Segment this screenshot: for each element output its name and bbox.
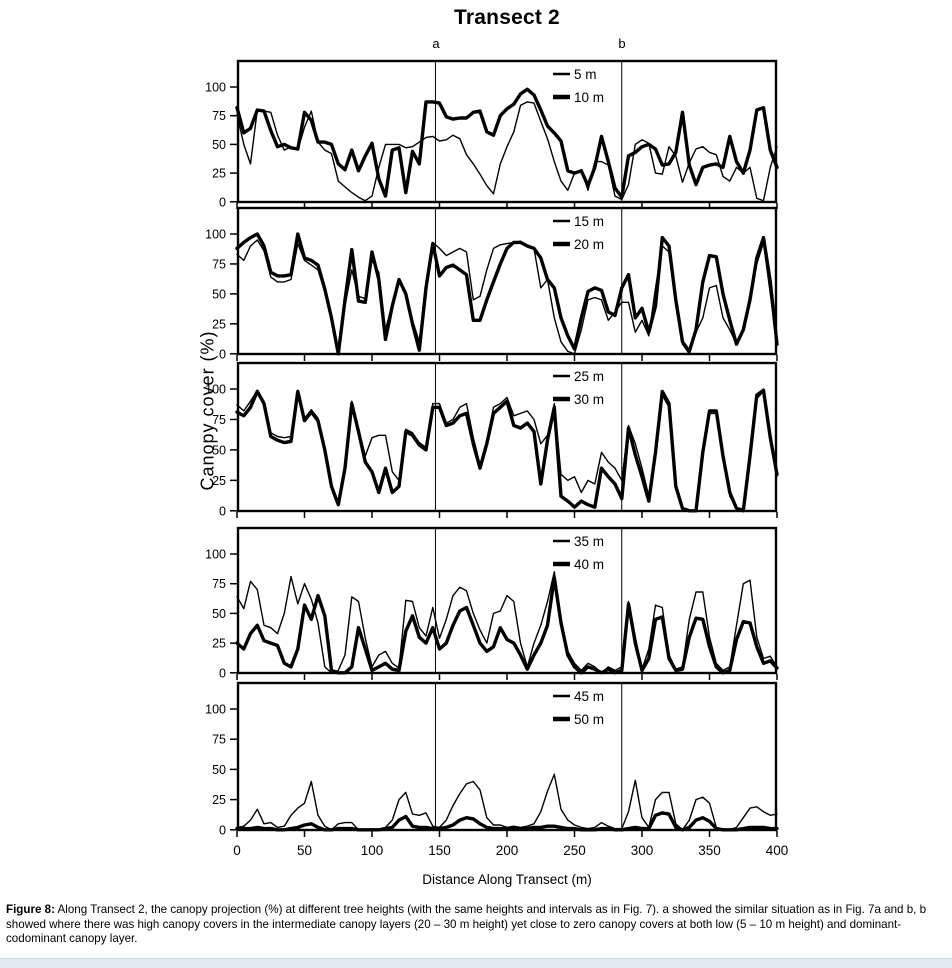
chart-panels-area: 0 25 50 75 100 5 m 10 m 0 25 50 75 100 15 m 20 m 0 25 50… — [205, 0, 788, 858]
y-tick-label: 50 — [212, 763, 226, 777]
legend-label-25m: 25 m — [574, 369, 604, 384]
canopy-panel-3: 0 25 50 75 100 25 m 30 m — [205, 361, 779, 518]
series-line-5m — [236, 101, 778, 202]
series-line-10m — [235, 87, 779, 199]
y-tick-label: 75 — [212, 733, 226, 747]
marker-label-a: a — [432, 36, 440, 51]
figure-caption-text: Along Transect 2, the canopy projection … — [6, 903, 927, 946]
y-tick-label: 75 — [212, 413, 226, 427]
canopy-panel-2: 0 25 50 75 100 15 m 20 m — [205, 206, 779, 361]
y-tick-label: 50 — [212, 138, 226, 152]
panel-border — [236, 526, 778, 675]
y-tick-label: 75 — [212, 109, 226, 123]
marker-label-b: b — [618, 36, 626, 51]
x-tick-label: 400 — [766, 843, 789, 858]
y-tick-label: 0 — [219, 347, 226, 361]
legend-label-40m: 40 m — [574, 557, 604, 572]
x-tick-label: 350 — [698, 843, 721, 858]
y-tick-label: 25 — [212, 167, 226, 181]
series-line-15m — [236, 239, 778, 355]
figure-title: Transect 2 — [454, 6, 560, 29]
x-tick-label: 300 — [631, 843, 654, 858]
y-tick-label: 25 — [212, 793, 226, 807]
figure-caption: Figure 8: Along Transect 2, the canopy p… — [6, 903, 944, 947]
x-tick-label: 50 — [297, 843, 312, 858]
y-tick-label: 50 — [212, 287, 226, 301]
panel-border — [236, 206, 778, 356]
y-axis-title: Canopy cover (%) — [197, 330, 218, 491]
y-tick-label: 0 — [219, 666, 226, 680]
legend-label-10m: 10 m — [574, 90, 604, 105]
y-tick-label: 75 — [212, 257, 226, 271]
x-tick-label: 200 — [496, 843, 519, 858]
legend-label-50m: 50 m — [574, 712, 604, 727]
y-tick-label: 100 — [205, 548, 226, 562]
y-tick-label: 100 — [205, 228, 226, 242]
x-axis-title: Distance Along Transect (m) — [422, 872, 592, 887]
y-tick-label: 0 — [219, 195, 226, 209]
y-tick-label: 75 — [212, 577, 226, 591]
series-line-40m — [235, 576, 779, 675]
panel-border — [236, 59, 778, 204]
x-tick-label: 0 — [233, 843, 241, 858]
y-tick-label: 100 — [205, 703, 226, 717]
series-line-35m — [236, 571, 778, 674]
x-tick-label: 150 — [428, 843, 451, 858]
panel-border — [236, 361, 778, 513]
y-tick-label: 25 — [212, 317, 226, 331]
figure-caption-label: Figure 8: — [6, 903, 55, 916]
series-line-30m — [235, 388, 779, 513]
x-tick-label: 250 — [563, 843, 586, 858]
series-line-25m — [236, 389, 778, 512]
legend-label-15m: 15 m — [574, 214, 604, 229]
canopy-panel-1: 0 25 50 75 100 5 m 10 m — [205, 59, 779, 209]
x-tick-label: 100 — [361, 843, 384, 858]
legend-label-30m: 30 m — [574, 392, 604, 407]
legend-label-45m: 45 m — [574, 689, 604, 704]
y-tick-label: 50 — [212, 443, 226, 457]
series-line-20m — [235, 232, 779, 356]
y-tick-label: 100 — [205, 383, 226, 397]
legend-label-20m: 20 m — [574, 237, 604, 252]
panel-border — [236, 681, 778, 832]
legend-label-35m: 35 m — [574, 534, 604, 549]
y-tick-label: 100 — [205, 81, 226, 95]
canopy-panel-4: 0 25 50 75 100 35 m 40 m — [205, 526, 779, 680]
y-tick-label: 0 — [219, 504, 226, 518]
canopy-panel-5: 0 25 50 75 100 0 50 100 150 200 250 300 350 400 45 m 50… — [205, 681, 788, 858]
y-tick-label: 0 — [219, 823, 226, 837]
y-tick-label: 25 — [212, 474, 226, 488]
footer-bar — [0, 958, 952, 968]
y-tick-label: 25 — [212, 637, 226, 651]
legend-label-5m: 5 m — [574, 67, 597, 82]
y-tick-label: 50 — [212, 607, 226, 621]
